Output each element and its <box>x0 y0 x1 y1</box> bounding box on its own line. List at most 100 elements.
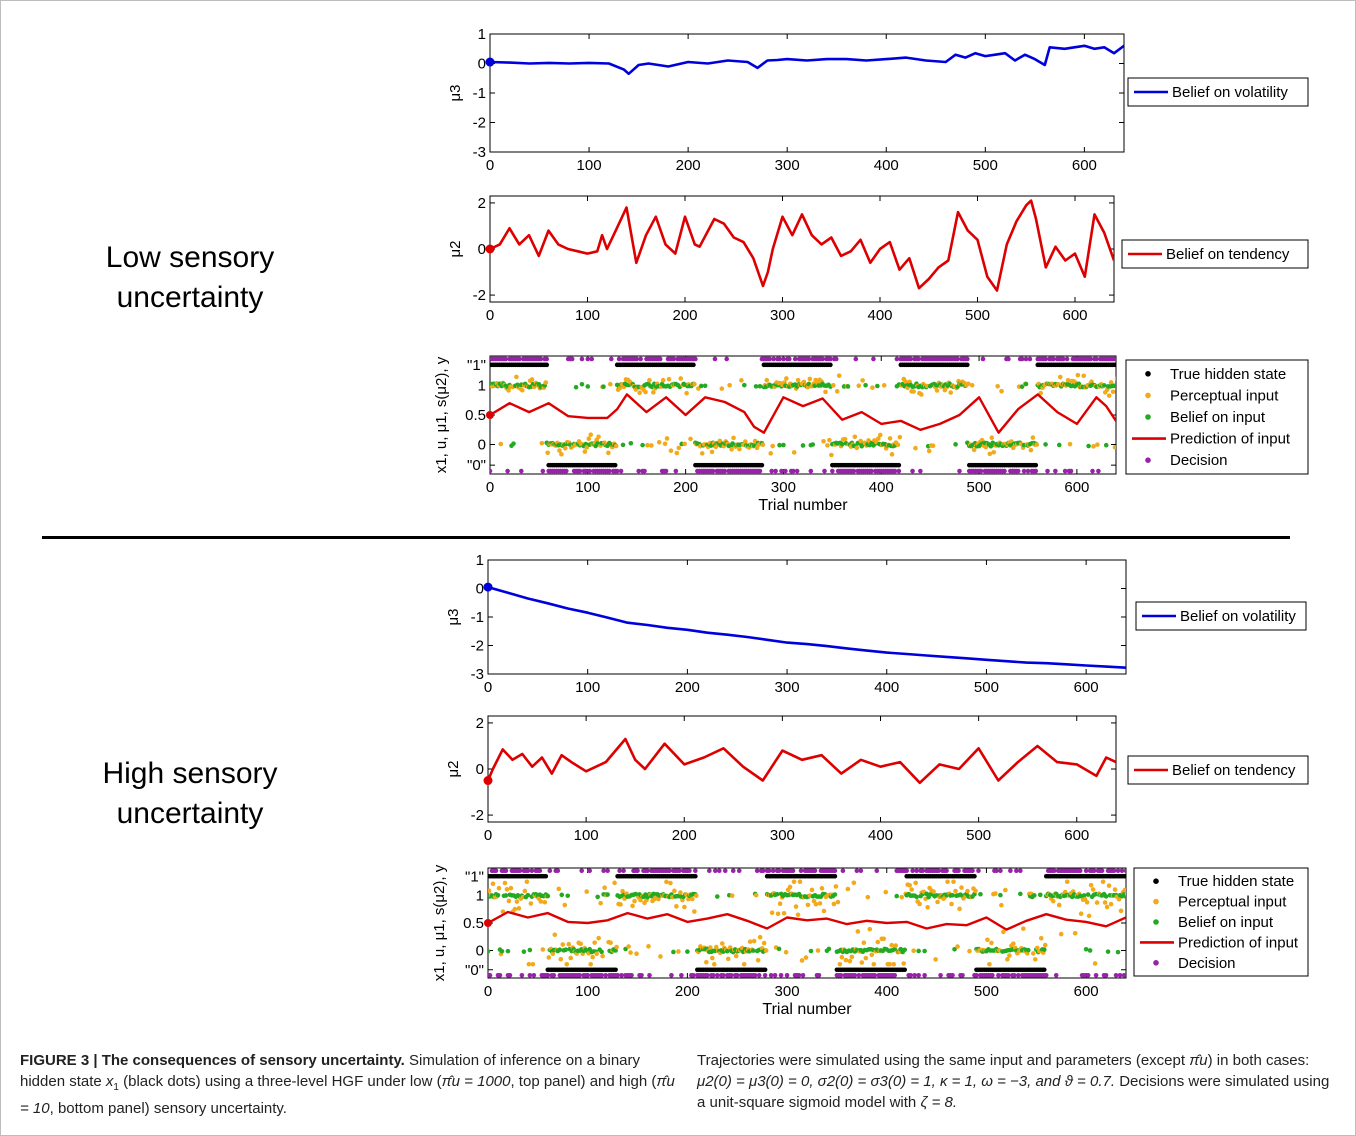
caption-figure-label: FIGURE 3 | The consequences of sensory u… <box>20 1052 405 1069</box>
input-dot <box>658 954 663 959</box>
legend-dot <box>1145 371 1151 377</box>
x-axis-label: Trial number <box>758 497 848 514</box>
input-dot <box>637 390 642 395</box>
belief-dot <box>839 441 845 447</box>
decision-dot <box>894 356 900 362</box>
decision-dot <box>693 356 698 362</box>
input-dot <box>870 385 875 390</box>
decision-dot <box>1123 868 1126 874</box>
decision-dot <box>790 468 796 474</box>
belief-dot <box>601 384 606 390</box>
input-dot <box>588 432 594 438</box>
decision-dot <box>1099 868 1105 874</box>
belief-dot <box>953 442 958 447</box>
decision-dot <box>980 356 986 362</box>
input-dot <box>1064 879 1070 885</box>
legend: True hidden state Perceptual input Belief … <box>1133 867 1309 977</box>
input-dot <box>817 901 823 906</box>
input-dot <box>550 951 556 956</box>
input-dot <box>851 880 857 886</box>
decision-dot <box>756 972 762 978</box>
input-dot <box>1038 935 1044 941</box>
decision-dot <box>938 972 943 978</box>
belief-dot <box>777 442 782 448</box>
input-dot <box>1106 393 1112 398</box>
legend: Belief on volatility <box>1135 601 1307 631</box>
input-dot <box>618 902 623 907</box>
decision-dot <box>1068 468 1074 474</box>
belief-dot <box>573 384 579 390</box>
input-dot <box>1058 931 1064 937</box>
caption-except-param: π̂u <box>1189 1052 1208 1069</box>
decision-dot <box>519 468 524 474</box>
belief-dot <box>978 891 983 897</box>
decision-dot <box>950 972 955 978</box>
x-tick-label: 600 <box>1074 983 1099 1000</box>
input-dot <box>725 956 731 962</box>
decision-dot <box>851 468 857 474</box>
x-tick-label: 300 <box>775 679 800 696</box>
decision-dot <box>912 972 917 978</box>
x-tick-label: 500 <box>966 827 991 844</box>
input-dot <box>813 901 819 907</box>
input-dot <box>887 961 893 967</box>
caption-right-params: μ2(0) = μ3(0) = 0, σ2(0) = σ3(0) = 1, κ … <box>697 1073 1116 1090</box>
input-dot <box>514 899 520 904</box>
decision-dot <box>994 868 999 874</box>
decision-dot <box>872 972 878 978</box>
input-dot <box>930 443 936 449</box>
decision-dot <box>634 356 640 362</box>
decision-dot <box>691 972 696 978</box>
input-dot <box>678 376 684 381</box>
decision-dot <box>1117 972 1123 978</box>
start-marker <box>486 411 494 419</box>
decision-dot <box>970 868 975 874</box>
input-dot <box>614 944 619 950</box>
input-dot <box>1124 891 1126 896</box>
decision-dot <box>766 868 772 874</box>
x-tick-label: 0 <box>484 679 492 696</box>
decision-dot <box>960 972 965 978</box>
decision-dot <box>1083 868 1089 874</box>
decision-dot <box>1093 972 1099 978</box>
decision-dot <box>525 868 531 874</box>
input-dot <box>563 445 568 451</box>
panel-label-low-line1: Low sensory <box>105 241 275 274</box>
belief-dot <box>559 892 565 898</box>
belief-dot <box>916 948 921 954</box>
input-dot <box>893 943 899 948</box>
input-dot <box>933 957 938 962</box>
input-dot <box>867 926 873 932</box>
input-dot <box>763 948 769 953</box>
input-dot <box>596 935 601 941</box>
input-dot <box>993 891 998 896</box>
series-line <box>488 737 1116 785</box>
input-dot <box>987 451 993 457</box>
decision-dot <box>605 868 610 874</box>
input-dot <box>1030 435 1036 440</box>
decision-dot <box>794 468 800 474</box>
decision-dot <box>1025 468 1031 474</box>
hidden-state-dot <box>1041 967 1047 973</box>
input-dot <box>751 938 757 944</box>
decision-dot <box>974 972 979 978</box>
input-dot <box>560 942 566 947</box>
belief-dot <box>826 946 832 952</box>
decision-dot <box>812 868 818 874</box>
input-dot <box>530 961 536 967</box>
series-line <box>490 199 1114 292</box>
input-dot <box>559 451 564 457</box>
belief-dot <box>845 384 851 389</box>
input-dot <box>1104 904 1110 910</box>
legend-label: Prediction of input <box>1170 431 1291 448</box>
decision-dot <box>505 468 510 474</box>
caption-low-param: π̂u = 1000 <box>441 1073 511 1090</box>
input-dot <box>558 956 564 962</box>
decision-dot <box>790 868 796 874</box>
decision-dot <box>639 972 644 978</box>
input-dot <box>907 882 912 888</box>
plot-area <box>487 559 1127 675</box>
input-dot <box>987 961 992 967</box>
input-dot <box>540 947 546 952</box>
y-axis-label: x1, u, μ1, s(μ2), y <box>433 356 450 473</box>
